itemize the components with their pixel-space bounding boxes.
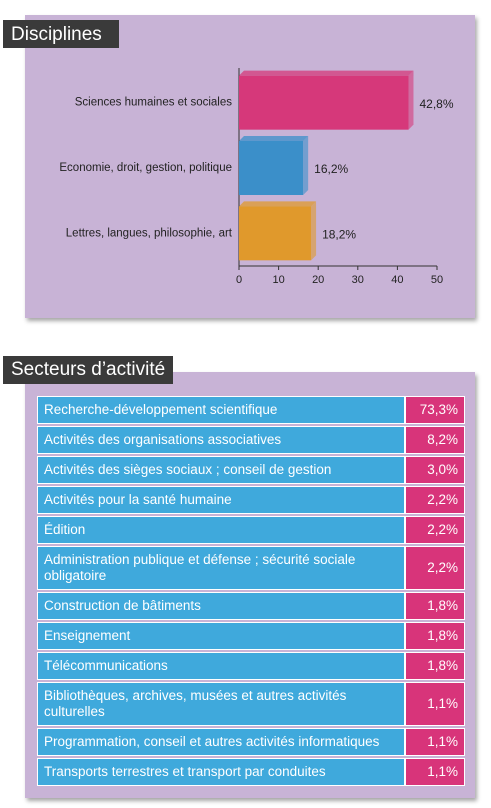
x-tick-label: 10 [272,274,284,286]
bar-top [239,70,414,76]
share-cell: 8,2% [404,426,465,454]
table-row: Programmation, conseil et autres activit… [37,728,465,756]
bar [239,141,304,195]
share-cell: 2,2% [404,486,465,514]
y-tick-label: Lettres, langues, philosophie, art [66,227,233,239]
sector-cell: Enseignement [37,622,405,650]
share-cell: 1,8% [404,592,465,620]
table-row: Activités des organisations associatives… [37,426,465,454]
table-row: Bibliothèques, archives, musées et autre… [37,682,465,726]
table: Recherche-développement scientifique 73,3… [37,394,465,788]
chart: Disciplines 0 10 20 30 40 50 Sciences humaines… [3,15,475,318]
share-cell: 2,2% [404,546,465,590]
sector-cell: Bibliothèques, archives, musées et autre… [37,682,405,726]
x-tick-label: 50 [431,274,443,286]
bar-top [239,201,317,207]
x-tick-label: 20 [312,274,324,286]
y-tick-label: Economie, droit, gestion, politique [59,162,232,174]
sector-cell: Recherche-développement scientifique [37,396,405,424]
sector-cell: Activités des sièges sociaux ; conseil d… [37,456,405,484]
table-row: Enseignement 1,8% [37,622,465,650]
sector-cell: Construction de bâtiments [37,592,405,620]
table-row: Transports terrestres et transport par c… [37,758,465,786]
sector-cell: Programmation, conseil et autres activit… [37,728,405,756]
x-tick-label: 40 [391,274,403,286]
bar [239,206,312,261]
sector-cell: Activités des organisations associatives [37,426,405,454]
share-cell: 1,8% [404,652,465,680]
title-tag [3,20,119,48]
y-tick-label: Sciences humaines et sociales [75,97,232,109]
x-tick-label: 0 [236,274,242,286]
table-row: Édition 2,2% [37,516,465,544]
sector-cell: Télécommunications [37,652,405,680]
bar-side [408,70,414,130]
value-label: 16,2% [314,162,348,176]
value-label: 18,2% [322,228,356,242]
bar-side [311,201,317,261]
table-row: Recherche-développement scientifique 73,3… [37,396,465,424]
table-title: Secteurs d’activité [3,356,174,384]
table-row: Administration publique et défense ; séc… [37,546,465,590]
share-cell: 2,2% [404,516,465,544]
share-cell: 3,0% [404,456,465,484]
bar-top [239,136,309,141]
bar-side [303,136,309,195]
table-row: Construction de bâtiments 1,8% [37,592,465,620]
sector-cell: Édition [37,516,405,544]
table-row: Télécommunications 1,8% [37,652,465,680]
sector-cell: Administration publique et défense ; séc… [37,546,405,590]
sector-cell: Activités pour la santé humaine [37,486,405,514]
chart-title: Disciplines [11,24,102,45]
share-cell: 73,3% [404,396,465,424]
share-cell: 1,1% [404,682,465,726]
table-row: Activités pour la santé humaine 2,2% [37,486,465,514]
x-tick-label: 30 [352,274,364,286]
sector-cell: Transports terrestres et transport par c… [37,758,405,786]
share-cell: 1,1% [404,758,465,786]
share-cell: 1,1% [404,728,465,756]
bar [239,75,409,130]
value-label: 42,8% [419,97,453,111]
table-row: Activités des sièges sociaux ; conseil d… [37,456,465,484]
share-cell: 1,8% [404,622,465,650]
